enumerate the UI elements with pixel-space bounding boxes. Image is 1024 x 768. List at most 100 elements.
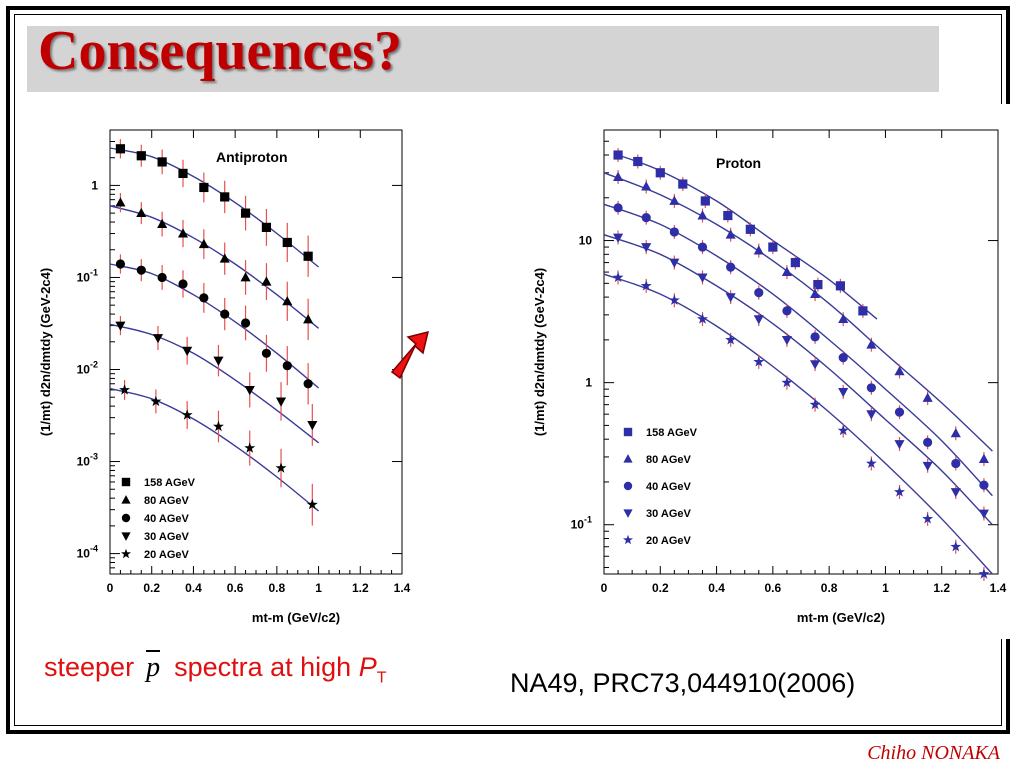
- series-40-agev: [603, 200, 993, 497]
- data-point: [922, 461, 933, 472]
- data-point: [950, 428, 961, 438]
- highlight-arrow-icon: [390, 330, 430, 380]
- data-point: [613, 203, 623, 213]
- data-point: [782, 306, 792, 316]
- x-tick-label: 0: [107, 581, 114, 595]
- data-point: [866, 410, 877, 420]
- legend-label: 20 AGeV: [144, 549, 190, 561]
- reference-citation: NA49, PRC73,044910(2006): [510, 668, 856, 698]
- fit-curve: [109, 147, 320, 268]
- data-point: [753, 245, 764, 255]
- legend-label: 80 AGeV: [144, 495, 190, 507]
- plot-frame: [109, 129, 403, 575]
- x-tick-label: 0.8: [269, 581, 286, 595]
- series-20-agev: [109, 380, 320, 526]
- data-point: [951, 458, 961, 469]
- data-point: [282, 237, 292, 248]
- x-tick-label: 1.2: [933, 581, 950, 595]
- data-point: [894, 407, 905, 417]
- y-tick-label: 10-1: [571, 515, 592, 532]
- data-point: [655, 168, 665, 178]
- title-bar: [27, 26, 939, 92]
- data-point: [838, 313, 849, 324]
- data-point: [837, 424, 849, 436]
- data-point: [282, 296, 293, 306]
- data-point: [978, 568, 990, 579]
- series-30-agev: [603, 230, 993, 526]
- y-tick-label: 10-1: [77, 267, 98, 284]
- legend-marker: [121, 513, 131, 523]
- y-tick-label: 1: [91, 178, 98, 192]
- data-point: [865, 457, 877, 469]
- data-point: [697, 242, 708, 252]
- data-point: [790, 257, 800, 268]
- data-point: [678, 179, 688, 189]
- legend-marker: [121, 495, 131, 504]
- data-point: [240, 318, 251, 328]
- x-tick-label: 1.4: [990, 581, 1007, 595]
- data-point: [835, 281, 845, 291]
- slide-title: Consequences?: [38, 20, 403, 82]
- data-point: [726, 262, 736, 272]
- data-point: [199, 293, 209, 303]
- x-tick-label: 0.6: [765, 581, 782, 595]
- data-point: [745, 224, 755, 234]
- data-point: [612, 271, 624, 283]
- proton-chart: 0 0.2 0.4 0.6 0.8 1 1.2 1.4 10 1 10-1 mt-m (GeV/c2)…: [532, 129, 1007, 625]
- data-point: [261, 222, 272, 232]
- legend-marker: [121, 548, 131, 559]
- data-point: [810, 360, 821, 370]
- legend: 158 AGeV 80 AGeV 40 AGeV 30 AGeV 20 AGeV: [623, 427, 698, 547]
- data-point: [810, 332, 820, 342]
- data-point: [282, 361, 292, 371]
- data-point: [922, 392, 933, 402]
- data-point: [157, 272, 167, 283]
- plot-area: 0 0.2 0.4 0.6 0.8 1 1.2 1.4 1 10-1 10-2 10-3 10-4 mt-…: [16, 104, 1016, 639]
- legend-label: 30 AGeV: [144, 531, 190, 543]
- data-point: [115, 197, 126, 207]
- x-tick-label: 0.6: [227, 581, 244, 595]
- data-point: [220, 309, 230, 319]
- fit-curve: [109, 263, 320, 389]
- fit-curve: [109, 205, 320, 329]
- x-tick-label: 0.4: [708, 581, 725, 595]
- data-point: [275, 397, 287, 407]
- data-point: [275, 462, 287, 473]
- data-point: [119, 384, 131, 395]
- data-point: [641, 213, 651, 223]
- legend-marker: [623, 481, 633, 491]
- author-footer: Chiho NONAKA: [867, 742, 1000, 764]
- data-point: [178, 279, 188, 289]
- data-point: [668, 294, 680, 305]
- data-point: [178, 168, 188, 179]
- data-point: [240, 272, 251, 282]
- series-40-agev: [109, 254, 320, 405]
- fit-curve: [617, 154, 878, 320]
- data-point: [950, 488, 961, 498]
- data-point: [641, 181, 652, 191]
- data-point: [753, 315, 764, 325]
- legend-label: 80 AGeV: [646, 454, 692, 466]
- data-point: [220, 192, 230, 202]
- data-point: [813, 279, 823, 290]
- x-tick-label: 1: [315, 581, 322, 595]
- legend-label: 40 AGeV: [144, 513, 190, 525]
- x-tick-label: 0: [601, 581, 608, 595]
- data-point: [838, 388, 849, 398]
- data-point: [697, 313, 708, 324]
- legend-marker: [623, 427, 633, 437]
- chart-title: Proton: [716, 155, 761, 171]
- data-point: [303, 379, 313, 389]
- data-point: [640, 280, 652, 291]
- y-tick-label: 1: [585, 376, 592, 390]
- data-point: [213, 420, 224, 432]
- y-axis-label: (1/mt) d2n/dmtdy (GeV-2c4): [532, 268, 547, 436]
- data-point: [136, 265, 146, 275]
- legend-label: 20 AGeV: [646, 535, 692, 547]
- y-tick-label: 10-2: [77, 359, 98, 376]
- data-point: [923, 437, 933, 447]
- data-point: [613, 150, 623, 160]
- data-point: [669, 258, 680, 268]
- data-point: [182, 346, 193, 357]
- x-axis-label: mt-m (GeV/c2): [797, 610, 885, 625]
